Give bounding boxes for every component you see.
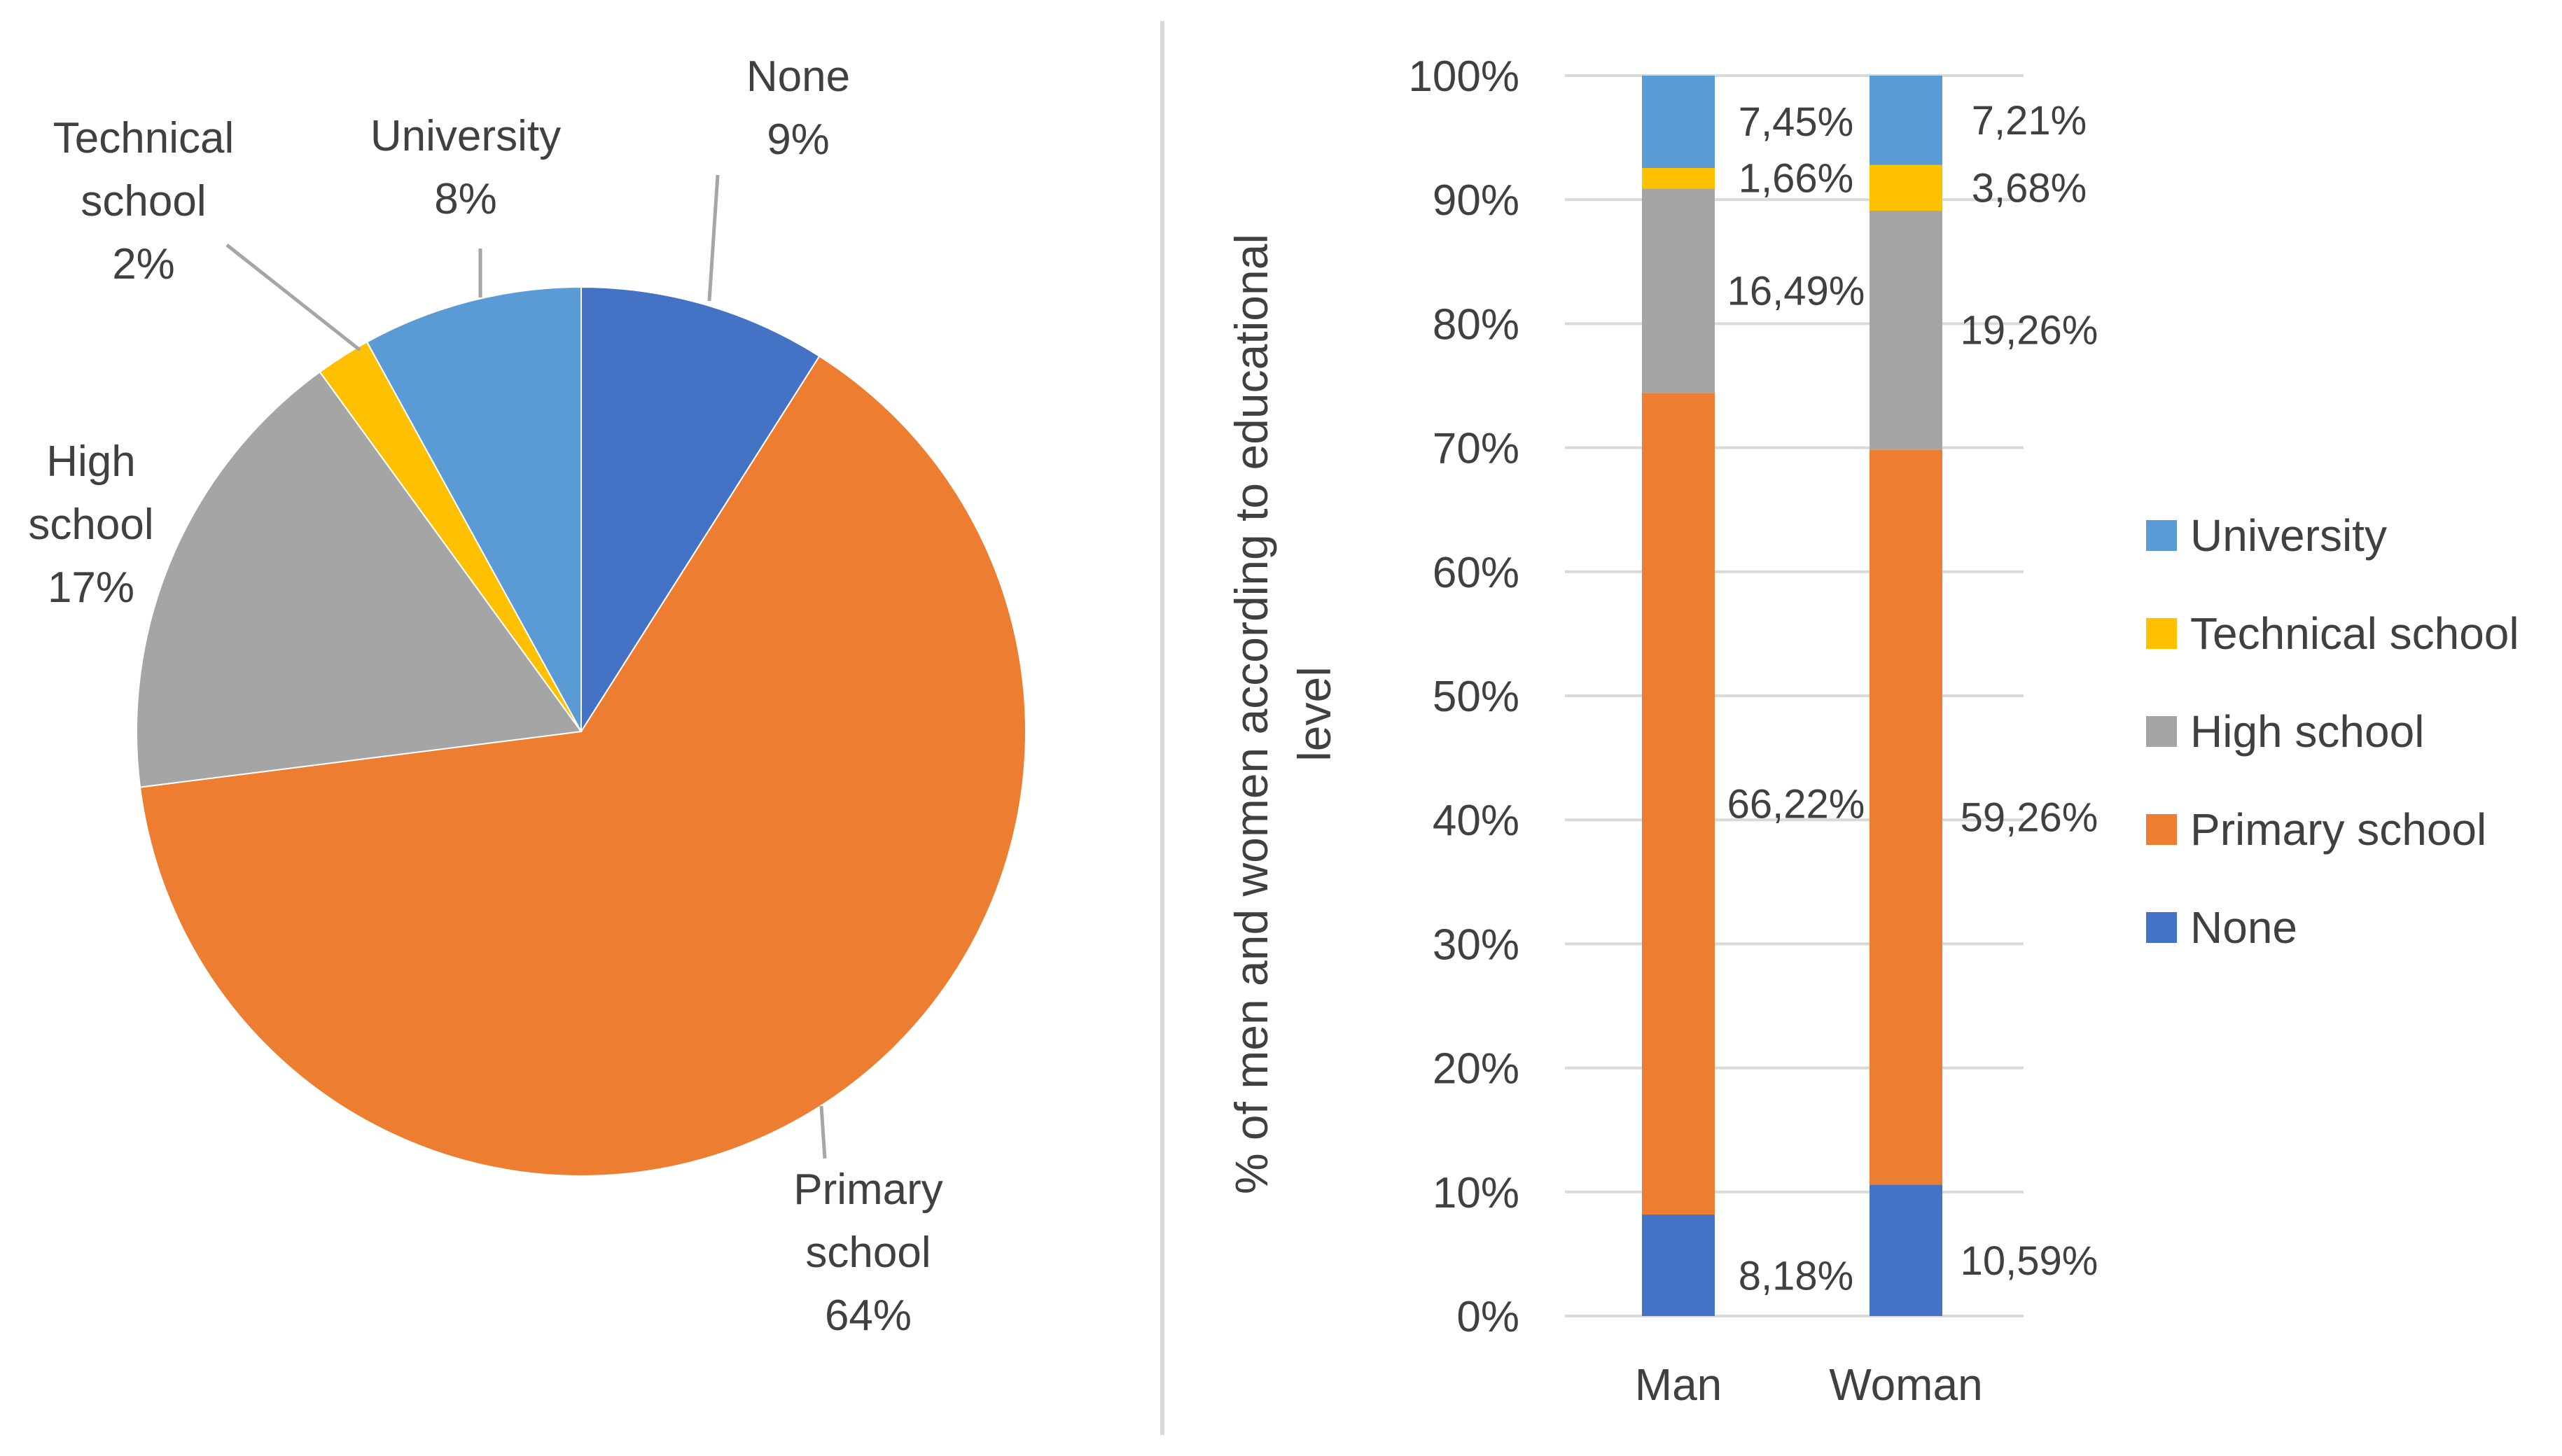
- y-tick-label: 30%: [1433, 920, 1519, 969]
- bar-segment-woman-technical-school: [1870, 164, 1942, 211]
- y-tick-label: 90%: [1433, 176, 1519, 225]
- bar-label-man-high-school: 16,49%: [1727, 269, 1865, 314]
- bar-segment-man-technical-school: [1642, 168, 1715, 189]
- bar-segment-man-none: [1642, 1214, 1715, 1316]
- legend-label-university: University: [2190, 510, 2387, 561]
- bar-segment-woman-university: [1870, 76, 1942, 165]
- bar-label-woman-university: 7,21%: [1972, 98, 2087, 144]
- bar-label-man-primary-school: 66,22%: [1727, 781, 1865, 827]
- bar-label-woman-high-school: 19,26%: [1961, 308, 2098, 354]
- pie-label-primary-school: school: [805, 1228, 931, 1277]
- bar-label-man-technical-school: 1,66%: [1739, 156, 1853, 202]
- legend-swatch-none: [2146, 912, 2177, 943]
- pie-label-university: 8%: [434, 175, 497, 223]
- pie-label-technical-school: Technical: [53, 114, 234, 162]
- bar-label-woman-technical-school: 3,68%: [1972, 165, 2087, 211]
- y-tick-label: 60%: [1433, 549, 1519, 597]
- pie-chart: None 9% Primary school 64% High school 17% Techn…: [28, 52, 1026, 1340]
- pie-slice-high-school: [136, 370, 583, 788]
- pie-label-university: University: [370, 112, 561, 160]
- pie-leader-line: [707, 174, 720, 302]
- x-category-man: Man: [1635, 1359, 1722, 1410]
- y-tick-label: 20%: [1433, 1045, 1519, 1093]
- legend-label-primary-school: Primary school: [2190, 804, 2486, 855]
- bar-label-man-university: 7,45%: [1739, 99, 1853, 145]
- pie-label-none: None: [746, 52, 850, 101]
- legend-label-high-school: High school: [2190, 706, 2424, 757]
- bar-segment-woman-primary-school: [1870, 449, 1942, 1185]
- x-category-woman: Woman: [1829, 1359, 1982, 1410]
- y-tick-label: 100%: [1408, 52, 1519, 101]
- y-tick-label: 40%: [1433, 797, 1519, 845]
- legend-swatch-high-school: [2146, 716, 2177, 747]
- pie-label-none: 9%: [767, 115, 830, 164]
- y-tick-label: 10%: [1433, 1169, 1519, 1217]
- legend-swatch-technical-school: [2146, 618, 2177, 649]
- pie-label-technical-school: school: [81, 177, 206, 225]
- legend-swatch-primary-school: [2146, 814, 2177, 845]
- bar-label-man-none: 8,18%: [1739, 1254, 1853, 1299]
- legend-swatch-university: [2146, 520, 2177, 551]
- legend-label-none: None: [2190, 902, 2297, 953]
- bar-label-woman-primary-school: 59,26%: [1961, 794, 2098, 840]
- grid-lines: [1565, 74, 2024, 1317]
- pie-leader-line: [225, 244, 361, 351]
- stacked-bar-chart: 0% 10% 20% 30% 40% 50% 60% 70% 80% 90% 100% % of m…: [1225, 52, 2519, 1410]
- pie-label-high-school: school: [28, 500, 153, 549]
- bar-segment-woman-high-school: [1870, 210, 1942, 450]
- pie-leader-line: [819, 1105, 827, 1159]
- bar-label-woman-none: 10,59%: [1961, 1238, 2098, 1284]
- bar-segment-woman-none: [1870, 1184, 1942, 1316]
- pie-label-high-school: 17%: [48, 564, 134, 612]
- pie-label-primary-school: 64%: [825, 1292, 912, 1340]
- y-tick-label: 70%: [1433, 425, 1519, 473]
- y-axis-ticks: 0% 10% 20% 30% 40% 50% 60% 70% 80% 90% 100%: [1408, 52, 1519, 1341]
- legend: University Technical school High school Pri…: [2146, 510, 2519, 953]
- y-axis-label: % of men and women according to educatio…: [1225, 234, 1340, 1194]
- pie-label-high-school: High: [46, 438, 136, 486]
- pie-slice-university: [365, 286, 582, 732]
- pie-label-technical-school: 2%: [112, 240, 175, 288]
- y-tick-label: 0%: [1456, 1293, 1519, 1341]
- pie-label-primary-school: Primary: [793, 1166, 943, 1214]
- bar-segment-man-primary-school: [1642, 393, 1715, 1215]
- y-tick-label: 50%: [1433, 673, 1519, 721]
- bar-segment-man-high-school: [1642, 188, 1715, 393]
- y-tick-label: 80%: [1433, 300, 1519, 349]
- pie-slice-none: [580, 286, 821, 734]
- legend-label-technical-school: Technical school: [2190, 608, 2519, 659]
- bar-data-labels: 8,18% 66,22% 16,49% 1,66% 7,45% 10,59% 59,26% 1…: [1727, 98, 2098, 1299]
- x-axis-categories: Man Woman: [1635, 1359, 1983, 1410]
- bar-segment-man-university: [1642, 76, 1715, 169]
- bars: [1642, 76, 1942, 1316]
- pie-slice-primary-school: [139, 355, 1026, 1177]
